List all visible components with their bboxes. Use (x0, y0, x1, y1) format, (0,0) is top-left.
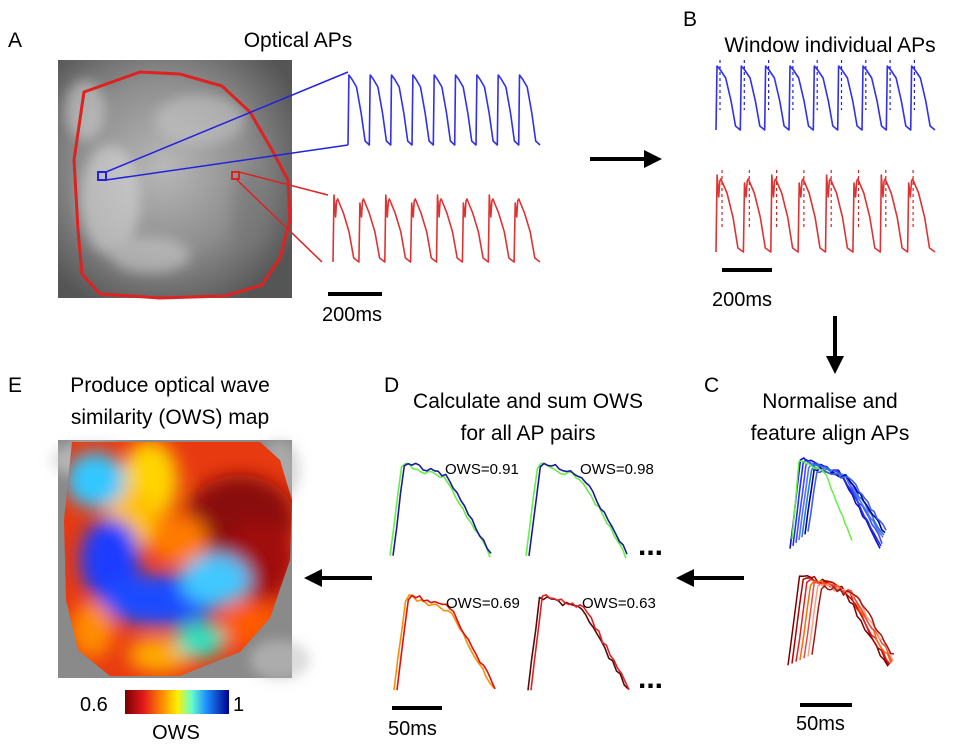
colorbar-max-label: 1 (233, 694, 244, 716)
arrow-d-to-e (304, 569, 372, 587)
blue-ap-trace-b (716, 66, 935, 130)
ows-map (50, 440, 310, 680)
ows-label-1: OWS=0.91 (445, 461, 519, 478)
arrow-a-to-b (590, 150, 662, 168)
panel-e-title-line1: Produce optical wave (70, 374, 270, 397)
panel-letter-c: C (704, 374, 719, 397)
blue-ap-trace-a (348, 75, 540, 145)
panel-letter-d: D (384, 374, 399, 397)
arrow-b-to-c (826, 316, 844, 374)
ows-label-3: OWS=0.69 (446, 595, 520, 612)
panel-letter-e: E (8, 374, 22, 397)
panel-c: C Normalise and feature align APs 50ms (704, 374, 909, 735)
window-markers (720, 60, 914, 230)
scale-label-d: 50ms (388, 718, 437, 740)
ows-label-2: OWS=0.98 (580, 461, 654, 478)
blue-ap-trace-a-line (348, 75, 540, 145)
panel-c-title-line2: feature align APs (751, 422, 910, 445)
panel-d-title-line1: Calculate and sum OWS (413, 390, 643, 413)
colorbar-min-label: 0.6 (80, 694, 108, 716)
aligned-red-aps (788, 576, 894, 667)
panel-a: A Optical APs 200ms (8, 29, 540, 326)
panel-b-title: Window individual APs (724, 34, 935, 57)
scale-label-b: 200ms (712, 289, 772, 311)
panel-e: E Produce optical wave similarity (OWS) … (8, 374, 310, 744)
colorbar-title: OWS (152, 722, 200, 744)
panel-d: D Calculate and sum OWS for all AP pairs… (384, 374, 663, 740)
ellipsis-blue: ... (638, 529, 663, 562)
ows-label-4: OWS=0.63 (582, 595, 656, 612)
red-ap-trace-a (333, 195, 540, 262)
panel-letter-a: A (8, 29, 22, 52)
tissue-image-a (58, 60, 292, 298)
ellipsis-red: ... (638, 662, 663, 695)
panel-d-title-line2: for all AP pairs (460, 422, 595, 445)
panel-letter-b: B (683, 8, 697, 31)
blue-ap-trace-b-line (716, 66, 935, 130)
panel-c-title-line1: Normalise and (762, 390, 897, 413)
panel-e-title-line2: similarity (OWS) map (71, 406, 269, 429)
red-ap-trace-a-line (333, 195, 540, 262)
panel-b: B Window individual APs 200ms (683, 8, 936, 311)
aligned-blue-aps (790, 458, 886, 549)
scale-label-a: 200ms (322, 304, 382, 326)
arrow-c-to-d (676, 569, 744, 587)
ows-colorbar (125, 690, 229, 714)
panel-a-title: Optical APs (244, 29, 353, 52)
scale-label-c: 50ms (796, 713, 845, 735)
